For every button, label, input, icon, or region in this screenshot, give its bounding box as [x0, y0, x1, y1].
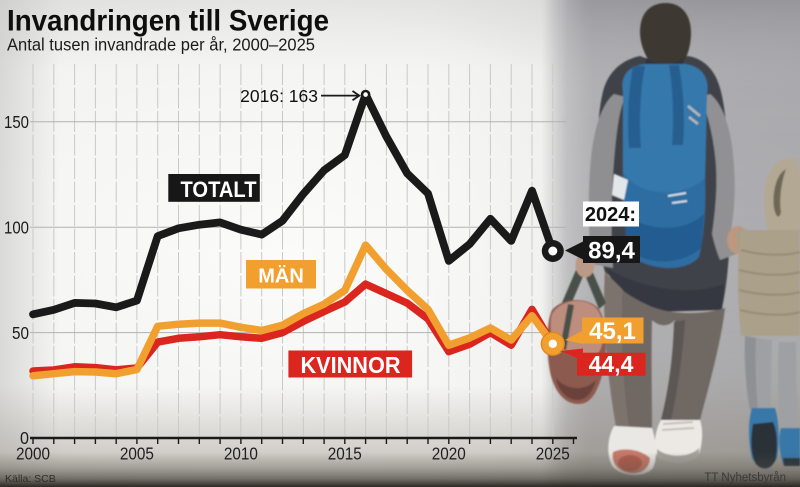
- svg-text:Källa: SCB: Källa: SCB: [5, 473, 56, 485]
- svg-text:45,1: 45,1: [589, 318, 636, 345]
- svg-text:2016: 163: 2016: 163: [240, 86, 318, 106]
- svg-text:44,4: 44,4: [589, 351, 634, 377]
- svg-text:100: 100: [4, 217, 29, 237]
- svg-text:Invandringen till Sverige: Invandringen till Sverige: [7, 5, 329, 38]
- svg-text:KVINNOR: KVINNOR: [301, 352, 401, 378]
- svg-text:2024:: 2024:: [585, 204, 636, 226]
- svg-text:50: 50: [12, 323, 29, 343]
- svg-text:150: 150: [4, 112, 29, 132]
- svg-text:Antal tusen invandrade per år,: Antal tusen invandrade per år, 2000–2025: [7, 35, 315, 55]
- svg-text:89,4: 89,4: [588, 238, 635, 265]
- svg-text:TT Nyhetsbyrån: TT Nyhetsbyrån: [704, 472, 786, 484]
- svg-text:MÄN: MÄN: [258, 265, 304, 288]
- svg-text:0: 0: [20, 428, 29, 448]
- svg-text:TOTALT: TOTALT: [181, 177, 257, 202]
